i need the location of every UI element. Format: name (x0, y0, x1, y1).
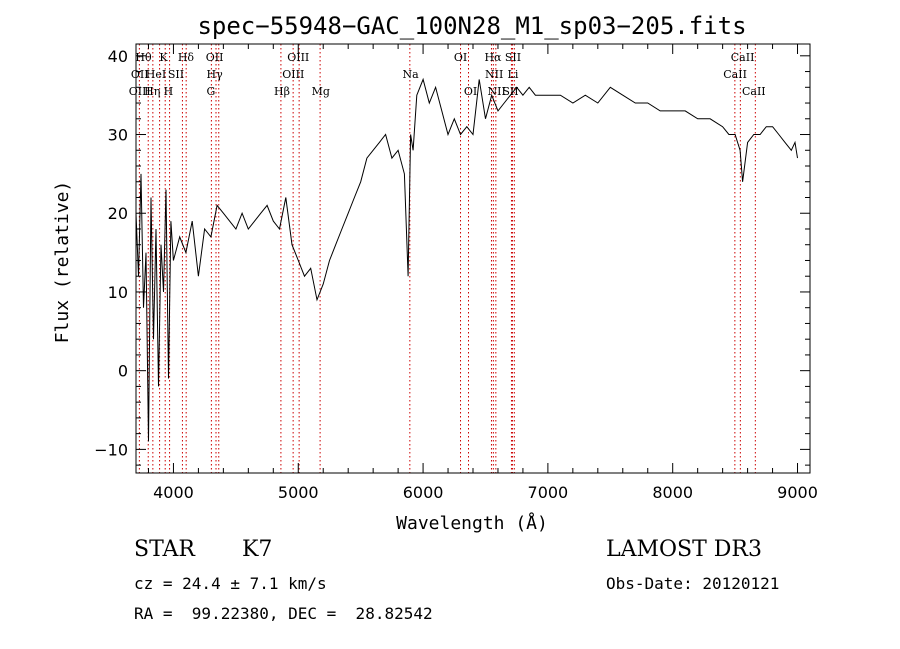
x-axis: 4000 5000 6000 7000 8000 9000 (147, 44, 818, 502)
line-label-20: H (164, 85, 174, 98)
y-axis: −10 0 10 20 30 40 (94, 47, 810, 466)
line-label-22: Hβ (274, 85, 290, 98)
y-tick-label-2: 10 (108, 283, 128, 302)
line-label-16: Li (508, 68, 519, 81)
y-tick-label-5: 40 (108, 47, 128, 66)
x-axis-label: Wavelength (Å) (396, 512, 548, 534)
object-class: STAR (134, 537, 195, 562)
line-label-13: OIII (282, 68, 304, 81)
x-tick-label-1: 5000 (278, 483, 319, 502)
line-label-11: SII (168, 68, 184, 81)
line-label-6: Hα (484, 51, 502, 64)
x-tick-label-0: 4000 (153, 483, 194, 502)
line-label-23: Mg (312, 85, 330, 98)
spectrum-series (135, 77, 798, 442)
y-tick-label-1: 0 (118, 362, 128, 381)
line-label-3: OII (206, 51, 224, 64)
line-label-17: CaII (723, 68, 747, 81)
line-label-14: Na (402, 68, 419, 81)
line-label-1: K (159, 51, 168, 64)
survey-name: LAMOST DR3 (606, 537, 762, 562)
redshift-cz: cz = 24.4 ± 7.1 km/s (134, 574, 327, 593)
line-label-8: CaII (731, 51, 755, 64)
y-tick-label-3: 20 (108, 204, 128, 223)
line-label-18: OIII (129, 85, 151, 98)
object-subclass: K7 (242, 537, 273, 562)
line-label-9: OII (131, 68, 149, 81)
x-tick-label-2: 6000 (403, 483, 444, 502)
x-tick-label-3: 7000 (528, 483, 569, 502)
line-label-27: CaII (742, 85, 766, 98)
plot-frame (135, 43, 811, 474)
y-axis-label: Flux (relative) (52, 181, 73, 344)
line-label-0: Hθ (135, 51, 152, 64)
y-tick-label-0: −10 (94, 440, 128, 459)
line-label-2: Hδ (178, 51, 195, 64)
line-label-12: Hγ (207, 68, 224, 81)
line-label-7: SII (505, 51, 521, 64)
line-label-5: OI (454, 51, 467, 64)
x-tick-label-5: 9000 (777, 483, 818, 502)
line-label-21: G (206, 85, 215, 98)
spectrum-line (135, 77, 798, 442)
line-label-19: Hη (144, 85, 160, 98)
y-tick-label-4: 30 (108, 126, 128, 145)
coordinates: RA = 99.22380, DEC = 28.82542 (134, 604, 433, 623)
line-label-15: NII (485, 68, 503, 81)
spectral-line-markers (138, 44, 756, 473)
obs-date: Obs-Date: 20120121 (606, 574, 780, 593)
chart-title: spec−55948−GAC_100N28_M1_sp03−205.fits (197, 12, 746, 40)
x-tick-label-4: 8000 (652, 483, 693, 502)
line-label-24: OI (464, 85, 477, 98)
line-label-26: SII (502, 85, 518, 98)
line-label-10: HeI (146, 68, 166, 81)
line-label-25: NII (488, 85, 506, 98)
line-label-4: OIII (287, 51, 309, 64)
